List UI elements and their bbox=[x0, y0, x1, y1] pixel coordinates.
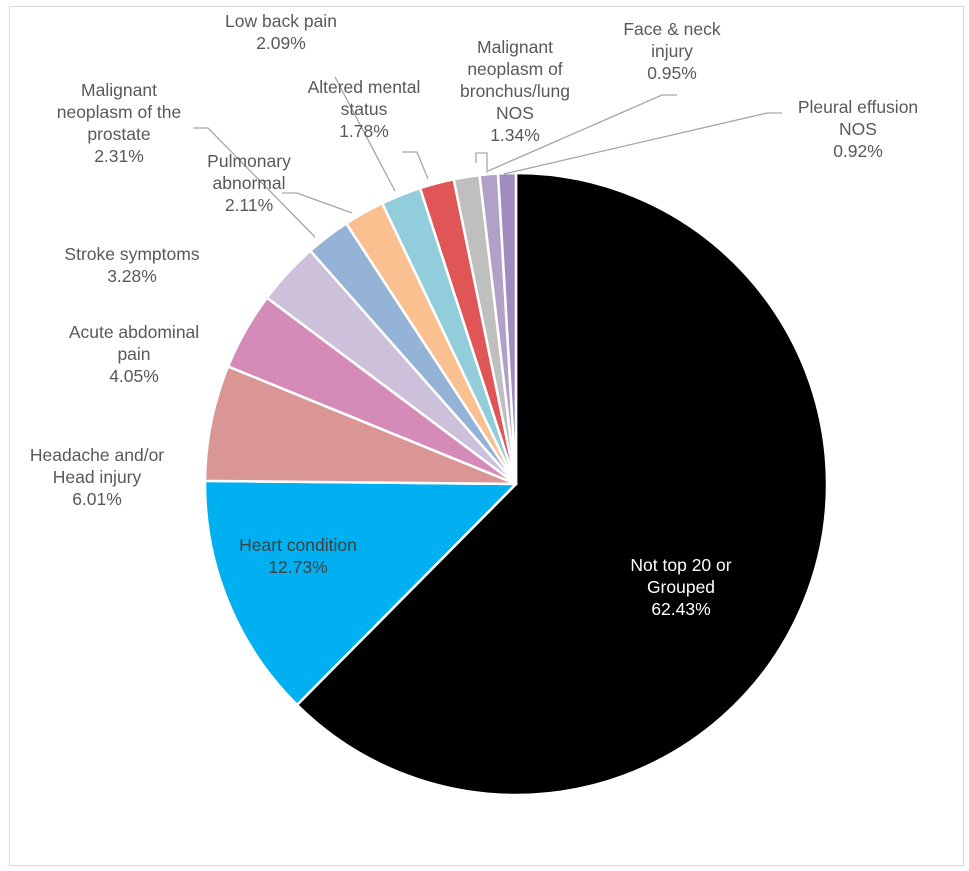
slice-label: Pleural effusion NOS 0.92% bbox=[798, 97, 918, 161]
slice-label: Malignant neoplasm of the prostate 2.31% bbox=[57, 80, 182, 166]
slice-value-label: 2.31% bbox=[94, 146, 144, 166]
slice-category-label: Heart condition bbox=[239, 535, 357, 555]
slice-category-label: Malignant bbox=[81, 80, 157, 100]
leader-line bbox=[503, 112, 782, 175]
slice-label: Acute abdominal pain 4.05% bbox=[69, 322, 199, 386]
leader-line bbox=[475, 152, 488, 173]
slice-category-label: Low back pain bbox=[225, 11, 337, 31]
slice-category-label: Malignant bbox=[477, 37, 553, 57]
slice-value-label: 1.78% bbox=[339, 121, 389, 141]
slice-value-label: 0.95% bbox=[647, 63, 697, 83]
leader-line bbox=[334, 76, 396, 192]
slice-category-label: Altered mental bbox=[308, 77, 421, 97]
leader-line bbox=[402, 151, 429, 180]
slice-label: Stroke symptoms 3.28% bbox=[64, 244, 199, 286]
slice-category-label: bronchus/lung bbox=[460, 81, 570, 101]
slice-label: Pulmonary abnormal 2.11% bbox=[207, 151, 291, 215]
slice-category-label: Face & neck bbox=[623, 19, 721, 39]
slice-value-label: 4.05% bbox=[109, 366, 159, 386]
slice-label: Heart condition 12.73% bbox=[239, 535, 357, 577]
pie-chart: Not top 20 or Grouped 62.43% Heart conditio… bbox=[30, 11, 918, 797]
slice-value-label: 2.11% bbox=[225, 195, 273, 215]
slice-value-label: 2.09% bbox=[256, 33, 306, 53]
slice-value-label: 6.01% bbox=[72, 489, 122, 509]
slice-value-label: 12.73% bbox=[268, 557, 327, 577]
slice-category-label: Not top 20 or bbox=[630, 555, 731, 575]
slice-category-label: Acute abdominal bbox=[69, 322, 199, 342]
slice-label: Headache and/or Head injury 6.01% bbox=[30, 445, 164, 509]
leader-line bbox=[487, 94, 677, 172]
slice-category-label: NOS bbox=[839, 119, 877, 139]
slice-label: Not top 20 or Grouped 62.43% bbox=[630, 555, 731, 619]
slice-category-label: injury bbox=[651, 41, 693, 61]
slice-category-label: Pleural effusion bbox=[798, 97, 918, 117]
slice-value-label: 1.34% bbox=[490, 125, 540, 145]
slice-category-label: neoplasm of bbox=[467, 59, 562, 79]
slice-category-label: NOS bbox=[496, 103, 534, 123]
slice-label: Low back pain 2.09% bbox=[225, 11, 337, 53]
slice-category-label: neoplasm of the bbox=[57, 102, 182, 122]
leader-line bbox=[193, 127, 316, 238]
slice-category-label: Headache and/or bbox=[30, 445, 164, 465]
slice-value-label: 3.28% bbox=[107, 266, 157, 286]
slice-category-label: Grouped bbox=[647, 577, 715, 597]
slice-category-label: status bbox=[341, 99, 388, 119]
slice-category-label: Pulmonary bbox=[207, 151, 291, 171]
slice-label: Malignant neoplasm of bronchus/lung NOS 1.34… bbox=[460, 37, 570, 145]
slice-label: Altered mental status 1.78% bbox=[308, 77, 421, 141]
slice-value-label: 62.43% bbox=[651, 599, 710, 619]
chart-area: Not top 20 or Grouped 62.43% Heart conditio… bbox=[9, 6, 964, 866]
leader-lines bbox=[193, 76, 782, 238]
slice-category-label: Head injury bbox=[53, 467, 142, 487]
pie-slices bbox=[203, 171, 829, 797]
slice-value-label: 0.92% bbox=[833, 141, 883, 161]
slice-category-label: prostate bbox=[87, 124, 150, 144]
leader-line bbox=[282, 192, 353, 214]
slice-label: Face & neck injury 0.95% bbox=[623, 19, 721, 83]
slice-category-label: Stroke symptoms bbox=[64, 244, 199, 264]
data-labels: Not top 20 or Grouped 62.43% Heart conditio… bbox=[30, 11, 918, 619]
pie-slice bbox=[203, 479, 518, 707]
slice-category-label: pain bbox=[117, 344, 150, 364]
slice-category-label: abnormal bbox=[213, 173, 286, 193]
pie-slice bbox=[295, 171, 829, 797]
